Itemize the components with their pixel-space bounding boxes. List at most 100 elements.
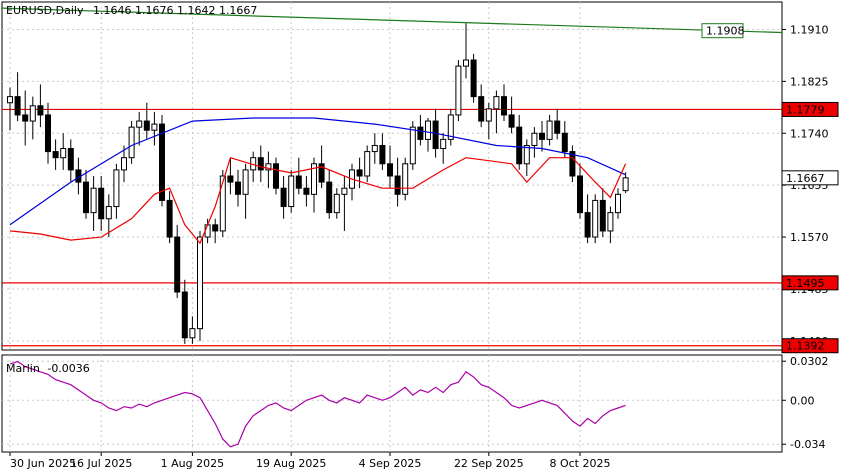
candle[interactable]: [493, 90, 500, 134]
x-tick-label: 8 Oct 2025: [549, 457, 610, 470]
candle[interactable]: [22, 90, 29, 146]
candle[interactable]: [394, 157, 401, 207]
y-tick-label: 1.1910: [790, 23, 829, 36]
candle[interactable]: [189, 316, 196, 344]
candle[interactable]: [235, 169, 241, 207]
candle-body: [311, 163, 317, 195]
candle[interactable]: [615, 188, 621, 219]
candle[interactable]: [105, 194, 112, 238]
candle[interactable]: [90, 176, 97, 231]
candle[interactable]: [470, 53, 477, 103]
candle[interactable]: [371, 133, 378, 164]
trend-line[interactable]: [1, 7, 783, 34]
candle[interactable]: [136, 111, 143, 146]
candle[interactable]: [303, 176, 310, 207]
candle[interactable]: [219, 169, 226, 238]
candle-body: [409, 126, 416, 165]
candle[interactable]: [181, 279, 188, 344]
candles[interactable]: [7, 23, 629, 344]
candle[interactable]: [227, 157, 234, 195]
candle[interactable]: [288, 169, 295, 213]
candle[interactable]: [379, 133, 386, 170]
candle[interactable]: [166, 191, 173, 244]
candle[interactable]: [455, 60, 462, 122]
candle[interactable]: [387, 145, 393, 189]
candle-body: [143, 120, 150, 131]
slow-moving-average: [9, 117, 626, 226]
candle[interactable]: [364, 145, 371, 183]
candle-body: [622, 177, 629, 192]
candle[interactable]: [569, 145, 576, 183]
candle[interactable]: [577, 163, 583, 219]
candle[interactable]: [516, 114, 523, 170]
price-axis: 1.19101.18251.17401.16551.15701.14851.14…: [782, 23, 829, 348]
candle[interactable]: [37, 84, 44, 128]
candle[interactable]: [242, 163, 249, 219]
candle-body: [227, 175, 234, 183]
candle[interactable]: [554, 108, 561, 140]
candle[interactable]: [592, 194, 599, 244]
candle[interactable]: [128, 121, 135, 164]
candle[interactable]: [83, 169, 89, 219]
candle-body: [22, 114, 29, 122]
candle-body: [189, 328, 196, 339]
candle[interactable]: [143, 102, 150, 140]
candle[interactable]: [174, 224, 181, 299]
candle[interactable]: [478, 84, 485, 128]
candle[interactable]: [409, 121, 416, 170]
candle[interactable]: [599, 188, 606, 238]
candle-body: [455, 65, 462, 116]
candle[interactable]: [607, 206, 614, 244]
candle[interactable]: [531, 127, 538, 158]
price-label: 1.1392: [781, 338, 839, 354]
candle[interactable]: [67, 139, 74, 183]
candle[interactable]: [98, 176, 105, 231]
candle[interactable]: [113, 163, 120, 219]
candle[interactable]: [463, 23, 469, 79]
candle[interactable]: [60, 133, 67, 170]
candle[interactable]: [425, 118, 431, 152]
candle[interactable]: [447, 108, 454, 146]
candle[interactable]: [14, 72, 21, 122]
candle[interactable]: [356, 157, 363, 189]
candle-body: [52, 151, 59, 159]
candle-body: [45, 114, 51, 153]
candle-body: [288, 175, 295, 208]
candle-body: [539, 132, 545, 140]
candle[interactable]: [584, 194, 591, 244]
candle[interactable]: [622, 172, 629, 194]
candle[interactable]: [546, 114, 553, 146]
candle[interactable]: [539, 121, 545, 152]
candle[interactable]: [197, 230, 203, 341]
candle-body: [508, 114, 515, 128]
candle[interactable]: [295, 157, 302, 195]
candle[interactable]: [523, 139, 530, 176]
candle[interactable]: [7, 87, 13, 131]
candle[interactable]: [45, 102, 51, 164]
candle[interactable]: [501, 84, 507, 122]
candle[interactable]: [159, 114, 165, 207]
candle[interactable]: [508, 96, 515, 134]
candle[interactable]: [273, 157, 279, 195]
candle[interactable]: [402, 157, 409, 201]
candle[interactable]: [29, 96, 36, 140]
candle[interactable]: [561, 121, 568, 158]
candle[interactable]: [485, 102, 492, 140]
candle[interactable]: [52, 139, 59, 170]
candle[interactable]: [280, 176, 287, 219]
candle-body: [318, 163, 325, 183]
candle[interactable]: [341, 176, 348, 231]
candle[interactable]: [311, 157, 317, 213]
candle-body: [14, 96, 21, 116]
candle[interactable]: [151, 111, 158, 146]
candle-body: [7, 96, 13, 104]
candle[interactable]: [333, 188, 340, 219]
candle[interactable]: [121, 145, 127, 183]
candle[interactable]: [257, 145, 264, 183]
candle[interactable]: [265, 151, 272, 189]
candle[interactable]: [326, 169, 333, 219]
price-label-box: [781, 275, 839, 291]
candle[interactable]: [440, 133, 447, 164]
candle[interactable]: [417, 114, 424, 146]
candle[interactable]: [212, 218, 219, 244]
